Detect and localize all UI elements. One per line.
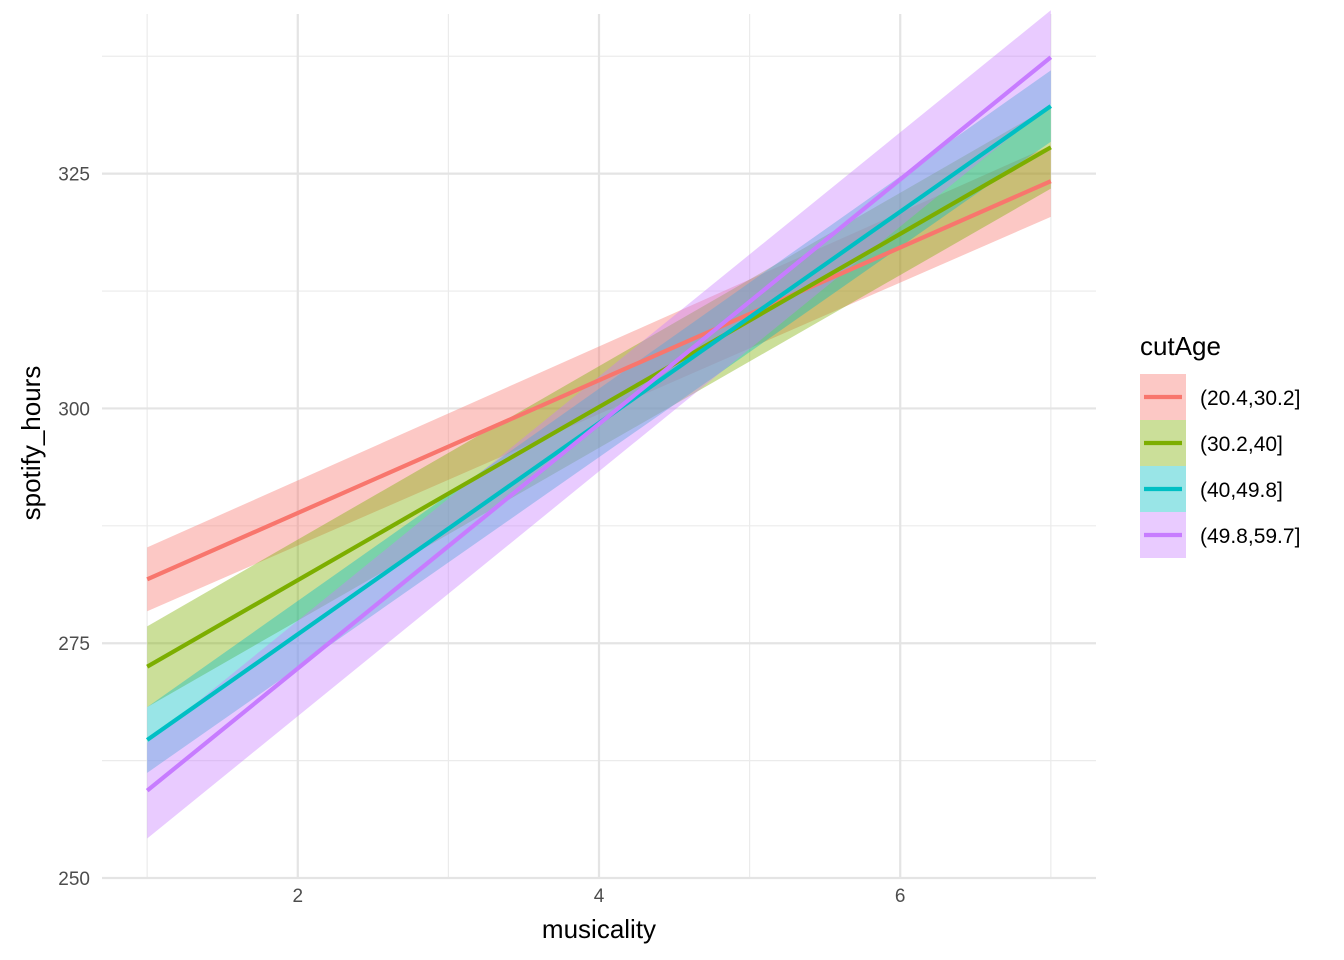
y-axis-ticks: 250 275 300 325 — [58, 165, 90, 890]
legend-item: (49.8,59.7] — [1140, 512, 1300, 558]
legend-label: (40,49.8] — [1200, 479, 1283, 502]
x-tick-label: 4 — [594, 886, 605, 907]
legend-label: (49.8,59.7] — [1200, 525, 1300, 548]
legend-label: (30.2,40] — [1200, 433, 1283, 456]
x-axis-title: musicality — [542, 914, 656, 944]
x-tick-label: 2 — [292, 886, 303, 907]
legend-item: (30.2,40] — [1140, 420, 1283, 466]
legend-label: (20.4,30.2] — [1200, 387, 1300, 410]
y-axis-title: spotify_hours — [16, 366, 46, 521]
y-tick-label: 275 — [58, 634, 90, 655]
legend-items: (20.4,30.2] (30.2,40] (40,49.8] (49.8,59.7] — [1140, 374, 1300, 558]
series-line — [146, 179, 1052, 582]
series-lines — [145, 55, 1053, 793]
series-line — [146, 145, 1052, 669]
y-tick-label: 300 — [58, 399, 90, 420]
series-line — [145, 55, 1053, 793]
legend-item: (20.4,30.2] — [1140, 374, 1300, 420]
y-tick-label: 250 — [58, 869, 90, 890]
legend-title: cutAge — [1140, 331, 1221, 361]
y-tick-label: 325 — [58, 165, 90, 186]
legend: cutAge (20.4,30.2] (30.2,40] (40,49.8] (49.… — [1140, 331, 1300, 558]
legend-item: (40,49.8] — [1140, 466, 1283, 512]
x-tick-label: 6 — [895, 886, 906, 907]
x-axis-ticks: 2 4 6 — [292, 886, 905, 907]
